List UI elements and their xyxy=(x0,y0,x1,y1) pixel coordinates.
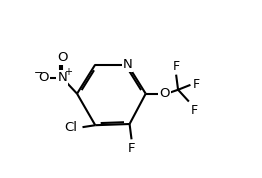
Text: F: F xyxy=(173,60,180,73)
Text: F: F xyxy=(128,142,135,155)
Text: −: − xyxy=(34,68,43,78)
Text: O: O xyxy=(57,51,68,64)
Text: O: O xyxy=(39,72,49,85)
Text: F: F xyxy=(193,78,200,91)
Text: +: + xyxy=(64,67,72,77)
Text: N: N xyxy=(123,58,132,71)
Text: N: N xyxy=(57,72,67,85)
Text: O: O xyxy=(159,87,170,100)
Text: F: F xyxy=(191,103,198,116)
Text: Cl: Cl xyxy=(65,121,78,134)
